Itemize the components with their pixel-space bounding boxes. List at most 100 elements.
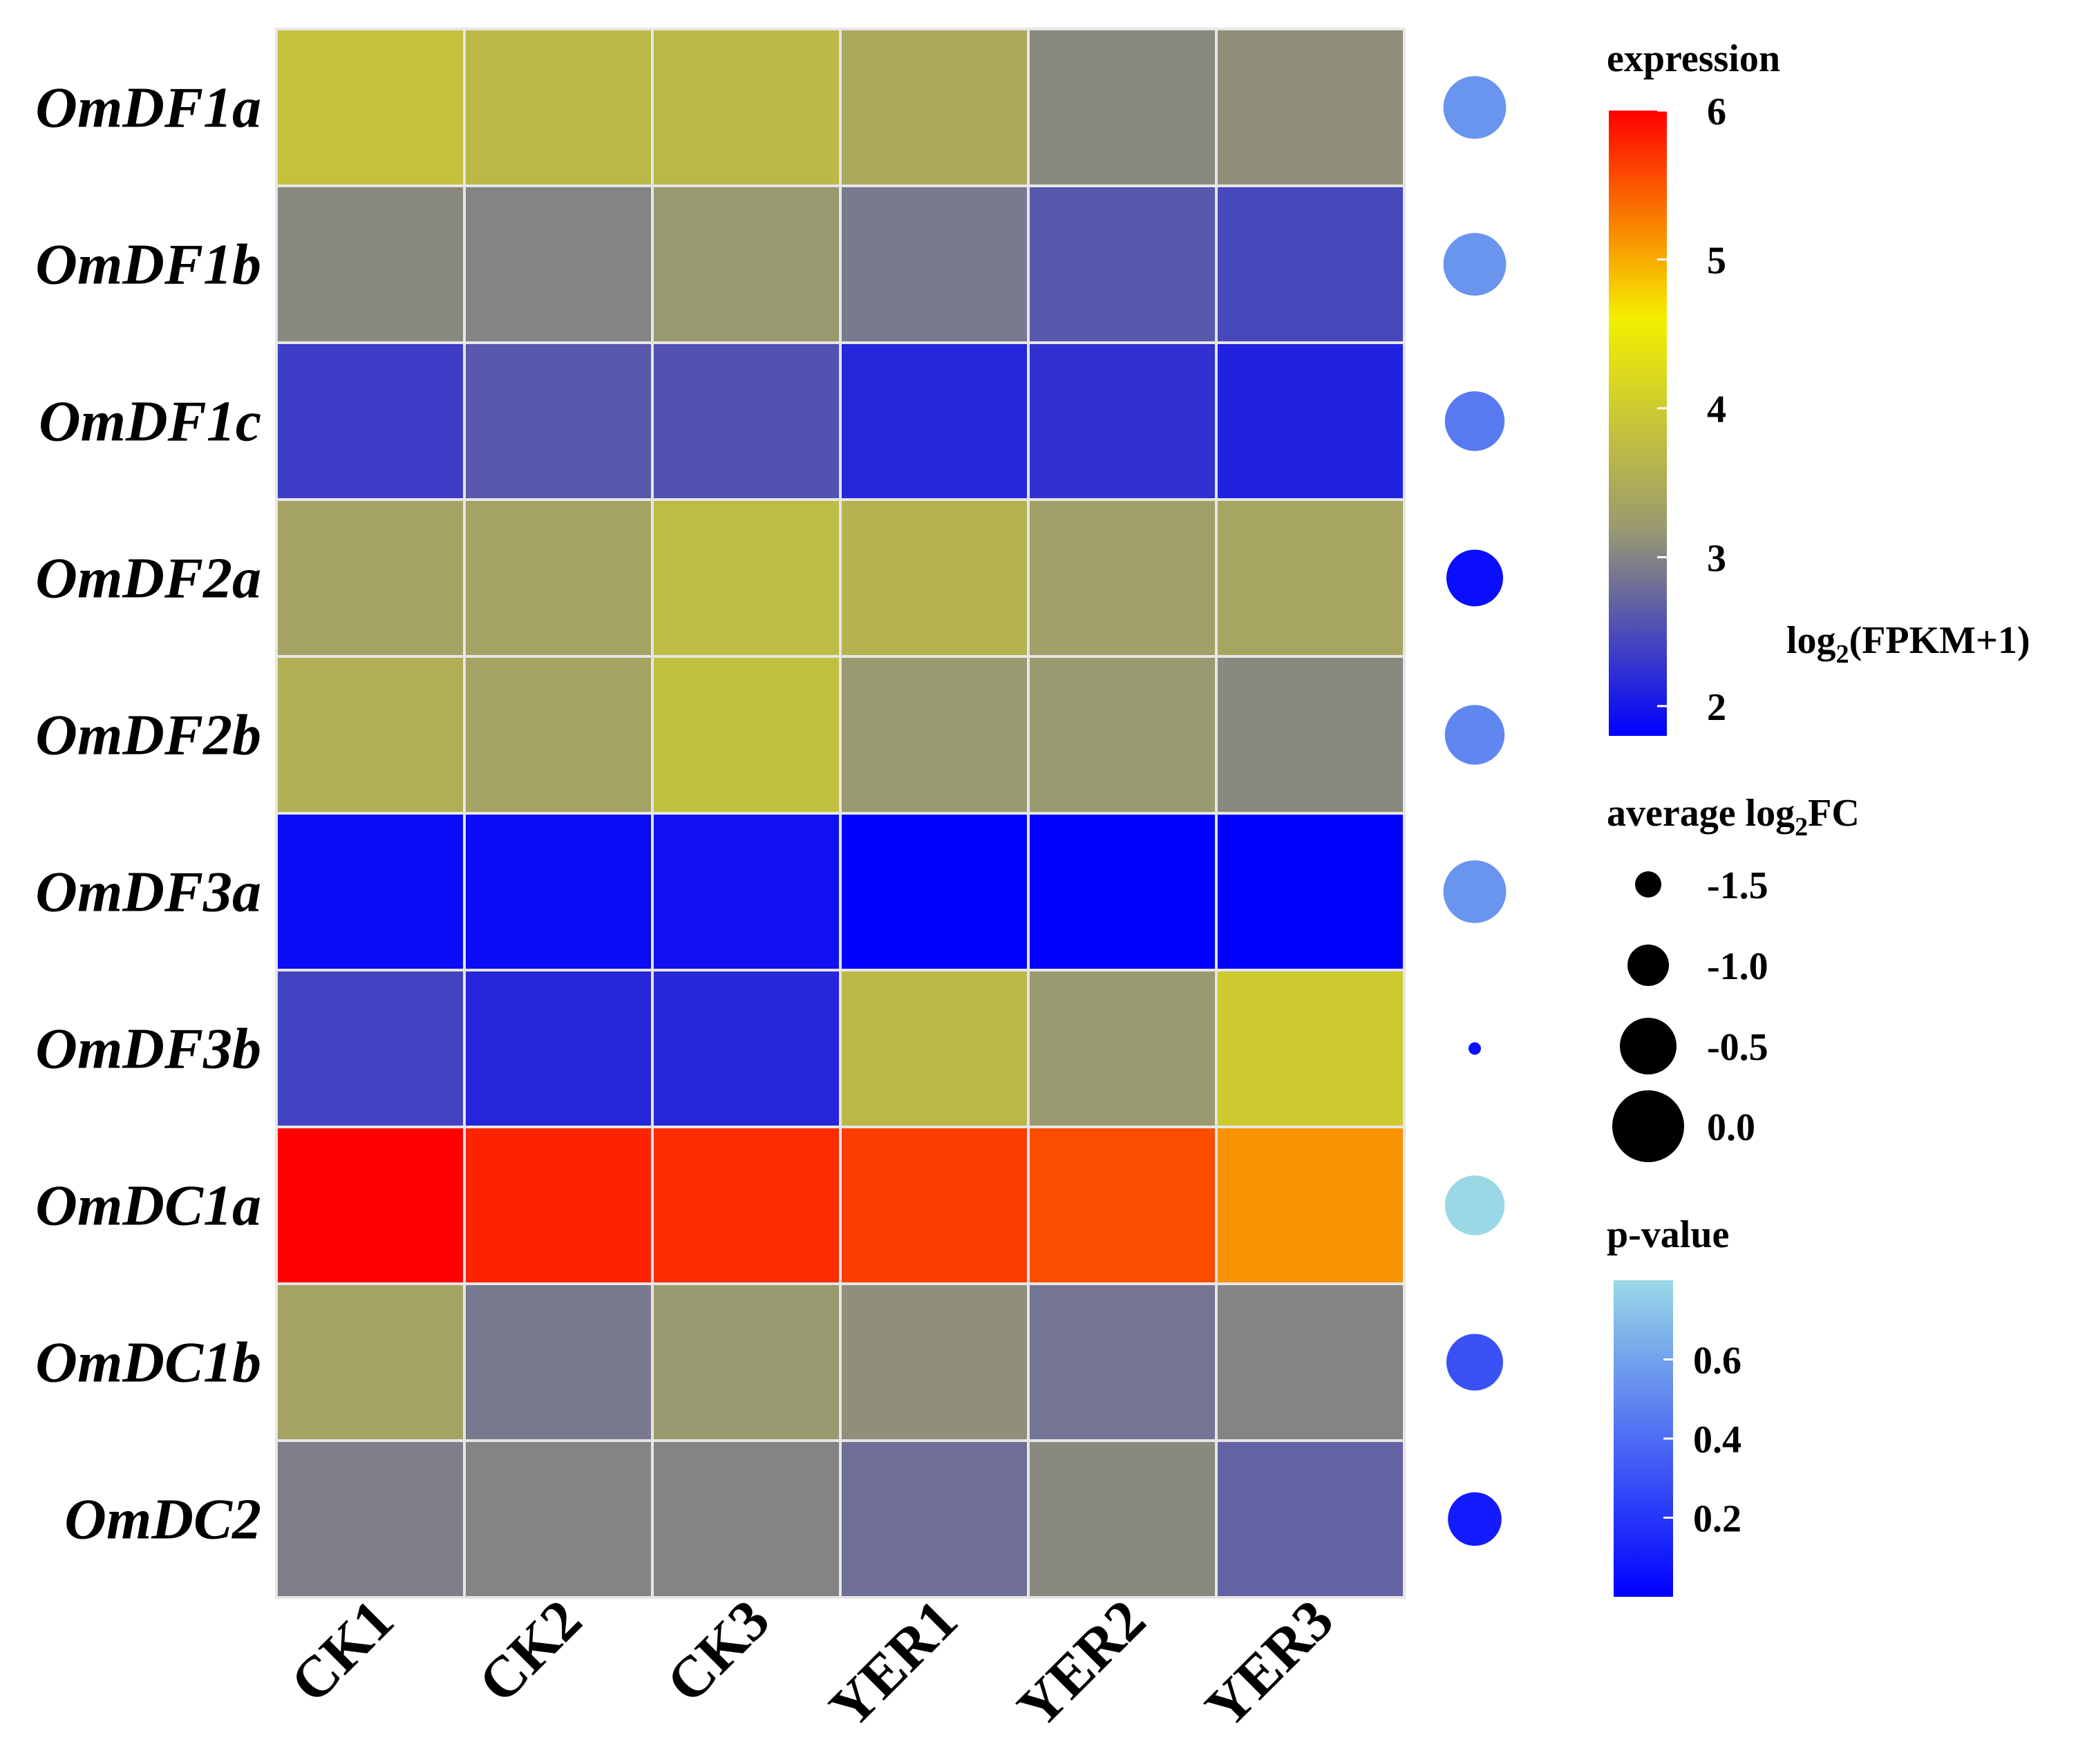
row-label: OmDF1a [35,76,261,140]
expression-tick-label: 4 [1707,388,1726,431]
heatmap-cells [275,28,1406,1599]
heatmap-cell [275,28,466,187]
heatmap-cell [463,28,654,187]
heatmap-cell [1215,812,1406,971]
heatmap-cell [1027,655,1218,815]
heatmap-cell [839,1439,1030,1599]
heatmap-cell [1215,498,1406,658]
log2fc-legend-title: average log2FC [1607,792,1860,842]
heatmap-cell [463,1282,654,1442]
heatmap-cell [651,1126,842,1285]
pvalue-tick-label: 0.2 [1693,1498,1741,1541]
log2fc-legend-dot [1627,945,1669,986]
heatmap-cell [839,1282,1030,1442]
heatmap-cell [1027,969,1218,1128]
expression-tick-label: 2 [1707,686,1726,729]
fold-change-dot [1443,76,1507,139]
heatmap-cell [839,969,1030,1128]
row-label: OmDF1c [39,390,261,454]
expression-tick-label: 6 [1707,91,1726,133]
heatmap-cell [839,28,1030,187]
fold-change-dot [1446,549,1503,607]
heatmap-cell [839,341,1030,501]
heatmap-cell [1215,655,1406,815]
heatmap-cell [463,1126,654,1285]
heatmap-cell [275,812,466,971]
heatmap-cell [1027,1282,1218,1442]
heatmap-cell [463,341,654,501]
log2fc-size-legend: average log2FC -1.5 -1.0 -0.5 0.0 [1607,792,1860,1162]
column-label: CK2 [466,1588,594,1716]
heatmap-cell [839,1126,1030,1285]
heatmap-cell [839,498,1030,658]
log2fc-legend-items: -1.5 -1.0 -0.5 0.0 [1612,864,1768,1162]
heatmap-cell [839,655,1030,815]
heatmap-cell [1215,1282,1406,1442]
heatmap-cell [651,341,842,501]
heatmap-cell [1215,1126,1406,1285]
row-label: OmDC1a [35,1174,261,1238]
expression-colorbar [1609,111,1667,736]
expression-tick-label: 3 [1707,537,1726,580]
heatmap-cell [463,812,654,971]
log2fc-legend-label: 0.0 [1707,1106,1755,1149]
row-label: OmDF1b [35,233,261,297]
log2fc-legend-label: -0.5 [1707,1026,1768,1069]
row-label: OmDC2 [64,1488,261,1552]
heatmap-cell [1027,498,1218,658]
heatmap-cell [275,1126,466,1285]
heatmap-cell [651,28,842,187]
pvalue-colorbar [1614,1280,1673,1597]
row-label: OmDF3b [35,1017,261,1081]
fold-change-dot [1444,391,1505,451]
row-label: OmDF2a [35,547,261,611]
heatmap-cell [1027,1126,1218,1285]
fold-change-dot [1443,860,1507,923]
pvalue-legend-ticks: 0.6 0.4 0.2 [1663,1340,1741,1541]
row-label: OmDF3a [35,860,261,924]
heatmap-cell [463,184,654,344]
heatmap-cell [1027,184,1218,344]
log2fc-legend-dot [1635,871,1661,898]
column-labels: CK1 CK2 CK3 YER1 YER2 YER3 [278,1588,1346,1741]
heatmap-cell [1027,1439,1218,1599]
log2fc-legend-label: -1.5 [1707,864,1768,907]
expression-legend-title: expression [1607,37,1780,80]
heatmap-cell [1215,341,1406,501]
fold-change-dot [1443,233,1507,296]
expression-legend-ticks: 6 5 4 3 2 [1657,91,1726,729]
pvalue-legend: p-value 0.6 0.4 0.2 [1607,1213,1741,1597]
column-label: CK1 [278,1588,406,1716]
heatmap-cell [651,655,842,815]
column-label: CK3 [654,1588,782,1716]
column-label: YER3 [1193,1588,1346,1741]
heatmap-cell [275,498,466,658]
heatmap-cell [1215,184,1406,344]
fold-change-dots [1443,76,1507,1546]
row-label: OmDC1b [35,1331,261,1395]
fold-change-dot [1469,1042,1481,1055]
expression-legend: expression 6 5 4 3 2 log2(FPKM+1) [1607,37,2030,736]
heatmap-cell [839,184,1030,344]
heatmap-cell [463,1439,654,1599]
heatmap-cell [651,498,842,658]
heatmap-cell [651,812,842,971]
row-label: OmDF2b [35,703,261,768]
heatmap-cell [839,812,1030,971]
column-label: YER1 [818,1588,970,1741]
heatmap-cell [1027,341,1218,501]
heatmap-cell [275,1282,466,1442]
heatmap-cell [275,341,466,501]
heatmap-cell [651,184,842,344]
heatmap-cell [275,1439,466,1599]
heatmap-cell [651,969,842,1128]
log2fc-legend-dot [1612,1090,1684,1162]
expression-tick-label: 5 [1707,239,1726,282]
heatmap-cell [275,184,466,344]
heatmap-cell [275,969,466,1128]
fold-change-dot [1446,1334,1503,1391]
column-label: YER2 [1005,1588,1158,1741]
expression-unit-label: log2(FPKM+1) [1786,619,2030,669]
heatmap-cell [463,969,654,1128]
row-labels: OmDF1a OmDF1b OmDF1c OmDF2a OmDF2b OmDF3a OmDF… [35,76,261,1552]
